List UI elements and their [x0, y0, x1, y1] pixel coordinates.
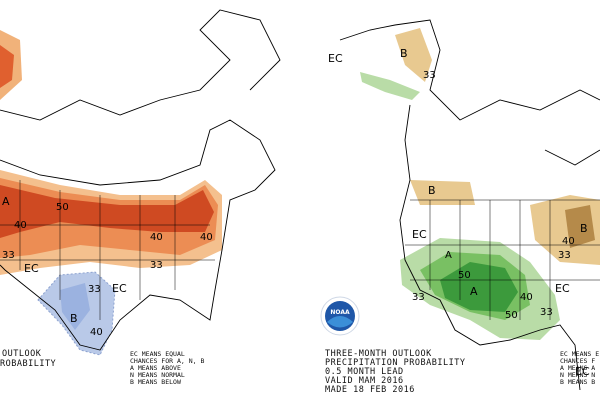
left-map: A B EC EC 40 50 33 40 33 40 33 40 OUTLOO…: [0, 9, 281, 386]
caption-line: ROBABILITY: [0, 359, 56, 369]
arctic-coast: [339, 19, 600, 121]
below-shade: [395, 28, 432, 82]
legend-line: B MEANS B: [560, 378, 595, 386]
map-label: B: [400, 47, 408, 60]
legend-line: B MEANS BELOW: [130, 378, 181, 386]
map-label: 40: [562, 236, 575, 247]
legend-line: A MEANS ABOVE: [130, 364, 181, 372]
map-label: EC: [24, 262, 39, 275]
map-label: 50: [505, 310, 518, 321]
map-label: EC: [575, 365, 590, 378]
legend-line: A MEANS A: [560, 364, 595, 372]
map-label: A: [445, 250, 452, 261]
noaa-logo: NOAA: [320, 296, 360, 336]
caption-line: THREE-MONTH OUTLOOK: [325, 349, 432, 359]
legend-line: N MEANS N: [560, 371, 595, 379]
coastline: [399, 104, 600, 391]
map-label: B: [580, 222, 588, 235]
below-shade: [410, 180, 475, 205]
borders: [405, 199, 600, 320]
map-label: 40: [90, 327, 103, 338]
map-label: 40: [200, 232, 213, 243]
map-label: A: [2, 195, 10, 208]
map-label: B: [70, 312, 78, 325]
map-label: 33: [88, 284, 101, 295]
legend-line: CHANCES F: [560, 357, 595, 365]
legend-line: CHANCES FOR A, N, B: [130, 357, 204, 365]
coastline: [0, 119, 276, 351]
legend-line: EC MEANS EQUAL: [130, 350, 185, 358]
map-label: 33: [412, 292, 425, 303]
map-label: 33: [150, 260, 163, 271]
arctic-coast: [0, 9, 281, 121]
map-label: 40: [150, 232, 163, 243]
caption-line: PRECIPITATION PROBABILITY: [325, 358, 465, 368]
map-label: 33: [540, 307, 553, 318]
above-shade-dark: [0, 45, 14, 88]
map-label: 33: [2, 250, 15, 261]
map-label: 33: [423, 70, 436, 81]
right-map: EC B 33 B EC EC B 40 33 A A 50 40 33 EC …: [320, 19, 600, 395]
map-label: 50: [458, 270, 471, 281]
map-label: EC: [555, 282, 570, 295]
map-label: B: [428, 184, 436, 197]
below-shade-dark: [60, 283, 90, 330]
map-label: 33: [558, 250, 571, 261]
map-label: 40: [520, 292, 533, 303]
caption-line: MADE 18 FEB 2016: [325, 385, 415, 395]
caption-line: OUTLOOK: [2, 349, 42, 359]
logo-wave: [327, 316, 353, 328]
legend-line: N MEANS NORMAL: [130, 371, 185, 379]
above-shade-dark: [440, 262, 518, 312]
below-shade-dark: [565, 205, 595, 248]
map-label: EC: [328, 52, 343, 65]
map-label: A: [470, 285, 478, 298]
legend-line: EC MEANS E: [560, 350, 599, 358]
caption-line: 0.5 MONTH LEAD: [325, 367, 404, 377]
borders: [0, 180, 215, 320]
map-label: 50: [56, 202, 69, 213]
above-shade-coast: [360, 72, 420, 100]
map-label: 40: [14, 220, 27, 231]
caption-line: VALID MAM 2016: [325, 376, 404, 386]
map-label: EC: [112, 282, 127, 295]
logo-text: NOAA: [330, 309, 350, 316]
map-label: EC: [412, 228, 427, 241]
